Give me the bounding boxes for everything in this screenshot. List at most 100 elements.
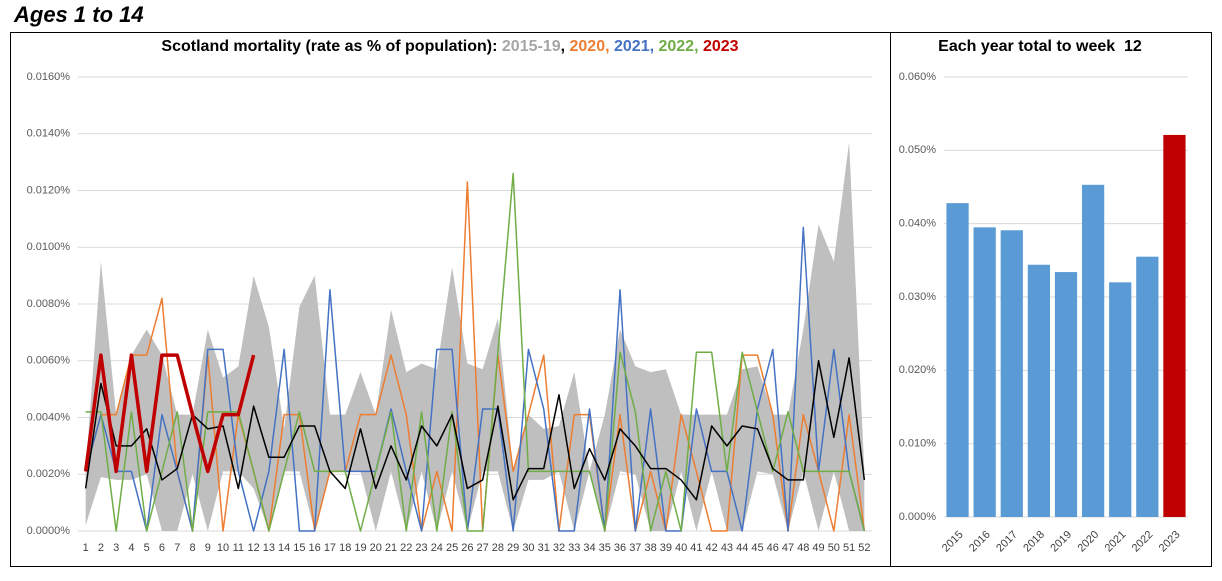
chart-title: Each year total to week 12 — [938, 38, 1142, 55]
range-band — [85, 142, 865, 531]
series-line — [85, 172, 866, 532]
x-tick-label: 40 — [675, 542, 687, 554]
bar — [946, 203, 969, 517]
series-line — [84, 357, 866, 501]
y-tick-label: 0.050% — [899, 144, 937, 156]
x-tick-label: 2022 — [1130, 529, 1156, 555]
bar — [1081, 184, 1105, 518]
title-part: 2023 — [699, 38, 739, 55]
x-tick-label: 38 — [644, 542, 656, 554]
x-tick-label: 50 — [828, 542, 840, 554]
bar — [1109, 282, 1132, 517]
x-tick-label: 16 — [309, 542, 321, 554]
x-tick-label: 2023 — [1157, 529, 1183, 555]
x-tick-label: 19 — [354, 542, 366, 554]
x-tick-label: 20 — [370, 542, 382, 554]
x-tick-label: 3 — [113, 542, 119, 554]
x-tick-label: 36 — [614, 542, 626, 554]
title-part: , — [561, 38, 570, 55]
x-tick-label: 2015 — [940, 529, 966, 555]
y-tick-label: 0.0160% — [27, 71, 71, 83]
x-tick-label: 43 — [721, 542, 733, 554]
series-line — [83, 353, 256, 474]
x-tick-label: 30 — [522, 542, 534, 554]
title-part: Each year total to week 12 — [938, 38, 1142, 55]
title-part: 2015-19 — [502, 38, 561, 55]
x-tick-label: 2019 — [1048, 529, 1074, 555]
x-tick-label: 2020 — [1075, 529, 1101, 555]
y-tick-label: 0.0080% — [27, 298, 71, 310]
x-tick-label: 25 — [446, 542, 458, 554]
series-line — [84, 226, 866, 532]
y-tick-label: 0.060% — [899, 71, 937, 83]
x-tick-label: 21 — [385, 542, 397, 554]
y-tick-label: 0.010% — [899, 438, 937, 450]
bar — [1054, 272, 1078, 517]
y-tick-label: 0.020% — [899, 364, 937, 376]
title-part: Scotland mortality (rate as % of populat… — [161, 38, 501, 55]
x-tick-label: 48 — [797, 542, 809, 554]
x-tick-label: 22 — [400, 542, 412, 554]
x-tick-label: 26 — [461, 542, 473, 554]
x-tick-label: 2016 — [967, 529, 993, 555]
x-tick-label: 47 — [782, 542, 794, 554]
x-tick-label: 29 — [507, 542, 519, 554]
bar — [1136, 256, 1159, 517]
x-tick-label: 33 — [568, 542, 580, 554]
y-tick-label: 0.040% — [899, 218, 937, 230]
y-tick-label: 0.0060% — [27, 355, 71, 367]
x-tick-label: 41 — [690, 542, 702, 554]
heading: Ages 1 to 14 — [13, 2, 144, 27]
x-tick-label: 32 — [553, 542, 565, 554]
x-tick-label: 46 — [767, 542, 779, 554]
bar — [973, 227, 996, 518]
title-part: 2020, — [570, 38, 610, 55]
x-tick-label: 31 — [538, 542, 550, 554]
x-tick-label: 52 — [858, 542, 870, 554]
chart-title: Scotland mortality (rate as % of populat… — [161, 38, 738, 55]
x-tick-label: 24 — [431, 542, 443, 554]
y-tick-label: 0.0140% — [27, 128, 71, 140]
x-tick-label: 9 — [205, 542, 211, 554]
x-tick-label: 2018 — [1021, 529, 1047, 555]
x-tick-label: 23 — [415, 542, 427, 554]
x-tick-label: 13 — [263, 542, 275, 554]
x-tick-label: 10 — [217, 542, 229, 554]
x-tick-label: 5 — [144, 542, 150, 554]
x-tick-label: 2017 — [994, 529, 1020, 555]
bar — [1163, 134, 1186, 517]
x-tick-label: 44 — [736, 542, 748, 554]
x-tick-label: 1 — [83, 542, 89, 554]
x-tick-label: 34 — [583, 542, 595, 554]
x-tick-label: 14 — [278, 542, 290, 554]
x-tick-label: 28 — [492, 542, 504, 554]
x-tick-label: 17 — [324, 542, 336, 554]
y-tick-label: 0.000% — [899, 511, 937, 523]
x-tick-label: 51 — [843, 542, 855, 554]
title-part: 2022, — [654, 38, 698, 55]
y-tick-label: 0.0000% — [27, 525, 71, 537]
x-tick-label: 2021 — [1103, 529, 1129, 555]
x-tick-label: 12 — [247, 542, 259, 554]
x-tick-label: 6 — [159, 542, 165, 554]
bar — [1000, 230, 1023, 517]
x-tick-label: 18 — [339, 542, 351, 554]
y-tick-label: 0.030% — [899, 291, 937, 303]
x-tick-label: 42 — [706, 542, 718, 554]
x-tick-label: 39 — [660, 542, 672, 554]
x-tick-label: 37 — [629, 542, 641, 554]
x-tick-label: 11 — [233, 542, 244, 554]
x-tick-label: 7 — [174, 542, 180, 554]
title-part: 2021, — [610, 38, 654, 55]
x-tick-label: 2 — [98, 542, 104, 554]
y-tick-label: 0.0040% — [27, 411, 71, 423]
y-tick-label: 0.0100% — [27, 241, 71, 253]
x-tick-label: 49 — [812, 542, 824, 554]
x-tick-label: 15 — [293, 542, 305, 554]
bar — [1027, 264, 1051, 517]
x-tick-label: 8 — [189, 542, 195, 554]
x-tick-label: 4 — [128, 542, 134, 554]
x-tick-label: 35 — [599, 542, 611, 554]
